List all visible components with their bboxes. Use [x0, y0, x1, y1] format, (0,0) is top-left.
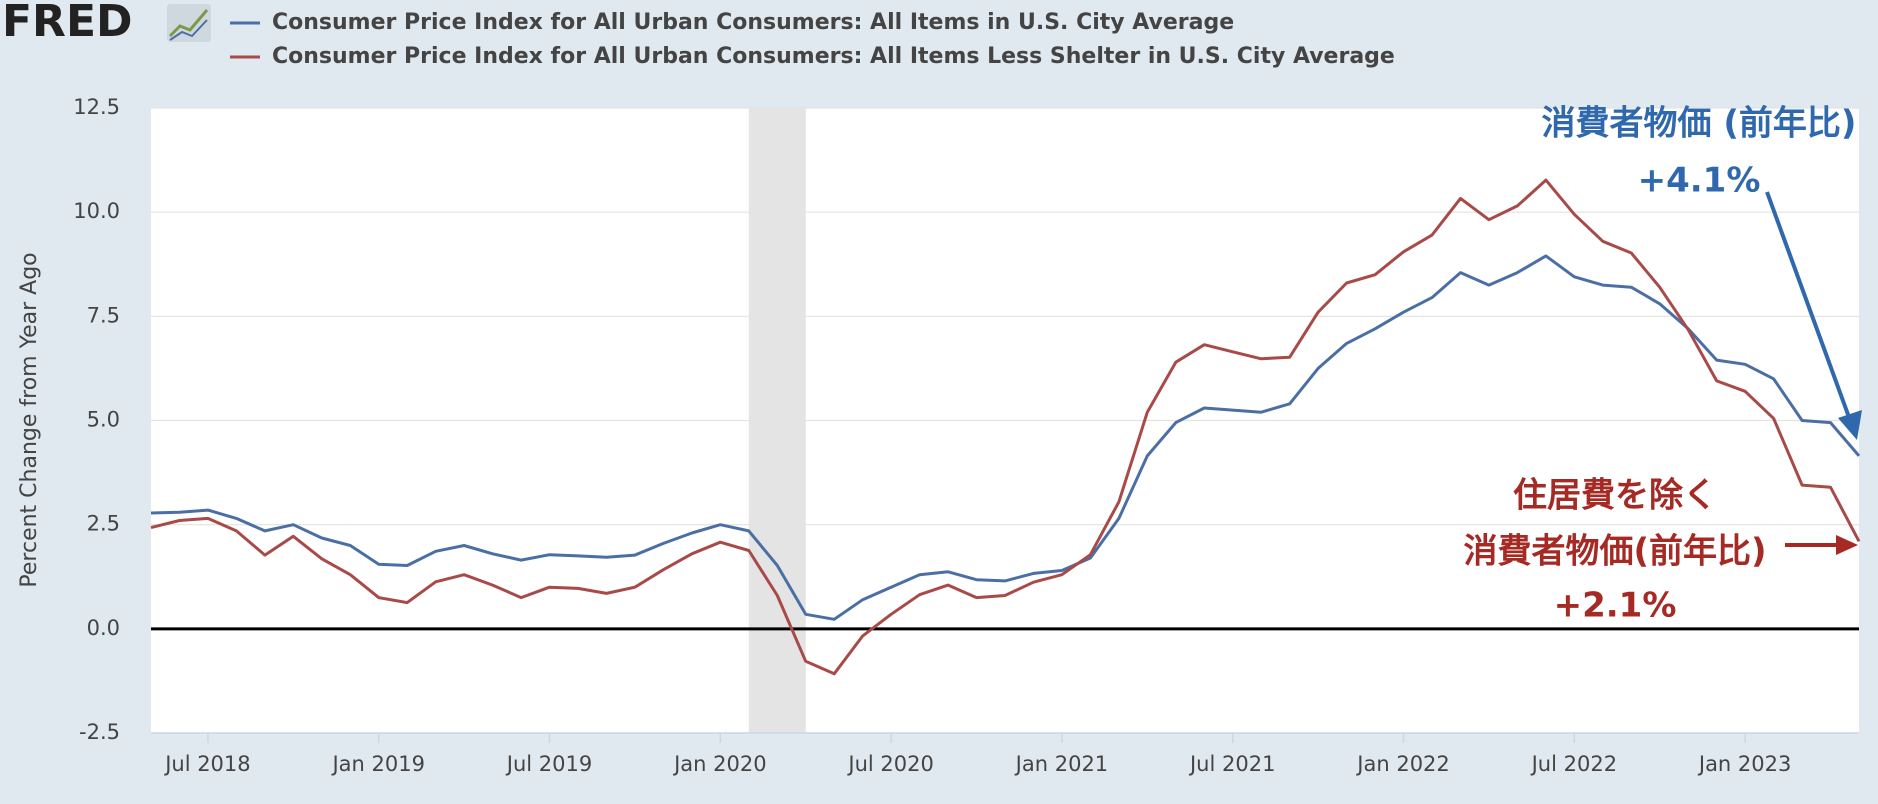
- annotation: 消費者物価(前年比): [1463, 532, 1766, 572]
- y-axis-title: Percent Change from Year Ago: [17, 252, 42, 587]
- y-tick-label: 12.5: [73, 95, 120, 119]
- x-tick-label: Jan 2023: [1697, 752, 1792, 776]
- y-tick-label: 10.0: [73, 199, 120, 223]
- logo[interactable]: FRED: [2, 0, 133, 47]
- series-line: [150, 254, 1861, 621]
- y-tick-label: -2.5: [79, 720, 120, 744]
- annotation: +2.1%: [1554, 586, 1677, 626]
- x-tick-label: Jul 2019: [505, 752, 592, 776]
- annotation: 消費者物価 (前年比): [1542, 104, 1857, 144]
- annotation-arrowhead: [1838, 410, 1862, 440]
- x-tick-label: Jan 2022: [1355, 752, 1450, 776]
- x-tick-label: Jan 2021: [1014, 752, 1109, 776]
- legend-label: Consumer Price Index for All Urban Consu…: [272, 44, 1395, 69]
- x-tick-label: Jul 2022: [1530, 752, 1617, 776]
- y-tick-label: 7.5: [87, 303, 120, 327]
- x-tick-label: Jul 2021: [1188, 752, 1275, 776]
- annotation-arrowhead: [1836, 535, 1858, 555]
- logo-icon: [167, 4, 211, 42]
- x-tick-label: Jul 2018: [163, 752, 250, 776]
- annotation: +4.1%: [1638, 161, 1761, 201]
- legend-label: Consumer Price Index for All Urban Consu…: [272, 10, 1234, 35]
- y-tick-label: 5.0: [87, 408, 120, 432]
- x-tick-label: Jan 2019: [330, 752, 425, 776]
- annotation-arrow: [1765, 191, 1852, 421]
- x-tick-label: Jul 2020: [846, 752, 933, 776]
- y-tick-label: 2.5: [87, 512, 120, 536]
- annotation: 住居費を除く: [1513, 476, 1717, 516]
- series-line: [150, 178, 1861, 676]
- y-tick-label: 0.0: [87, 616, 120, 640]
- x-tick-label: Jan 2020: [672, 752, 767, 776]
